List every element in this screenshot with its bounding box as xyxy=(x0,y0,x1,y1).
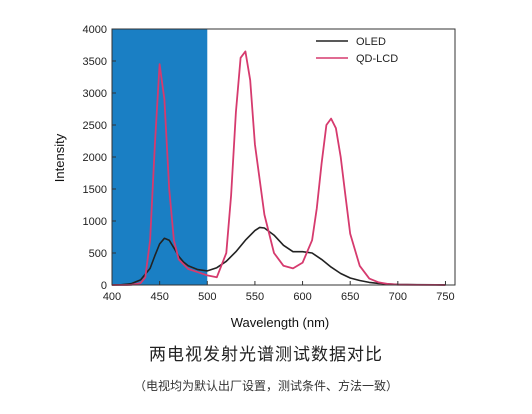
y-tick-label: 3000 xyxy=(83,88,107,100)
x-tick-label: 450 xyxy=(150,291,168,303)
axis-layer: 400 450 500 550 600 650 700 750 0 500 1000 1500 2000… xyxy=(83,24,455,303)
x-tick-label: 400 xyxy=(103,291,121,303)
y-tick-label: 2500 xyxy=(83,120,107,132)
x-tick-label: 600 xyxy=(293,291,311,303)
series-line-oled xyxy=(111,226,446,286)
x-tick-label: 500 xyxy=(198,291,216,303)
y-tick-label: 3500 xyxy=(83,56,107,68)
y-tick-label: 1000 xyxy=(83,216,107,228)
y-tick-label: 0 xyxy=(101,280,107,292)
legend-label-qdlcd: QD-LCD xyxy=(356,53,398,65)
x-axis-title: Wavelength (nm) xyxy=(231,315,330,330)
caption-note: （电视均为默认出厂设置，测试条件、方法一致） xyxy=(133,379,398,393)
y-axis-title: Intensity xyxy=(52,133,67,182)
x-tick-label: 650 xyxy=(341,291,359,303)
spectrum-chart: 400 450 500 550 600 650 700 750 0 500 1000 1500 2000… xyxy=(52,24,456,330)
x-tick-label: 750 xyxy=(436,291,454,303)
y-tick-label: 4000 xyxy=(83,24,107,36)
x-tick-label: 550 xyxy=(246,291,264,303)
legend-label-oled: OLED xyxy=(356,36,386,48)
x-tick-label: 700 xyxy=(389,291,407,303)
caption-title: 两电视发射光谱测试数据对比 xyxy=(149,345,383,365)
y-tick-label: 1500 xyxy=(83,184,107,196)
series-line-qdlcd xyxy=(111,50,446,286)
legend: OLED QD-LCD xyxy=(316,36,398,65)
series-layer xyxy=(111,50,446,286)
y-tick-label: 2000 xyxy=(83,152,107,164)
y-tick-label: 500 xyxy=(89,248,107,260)
